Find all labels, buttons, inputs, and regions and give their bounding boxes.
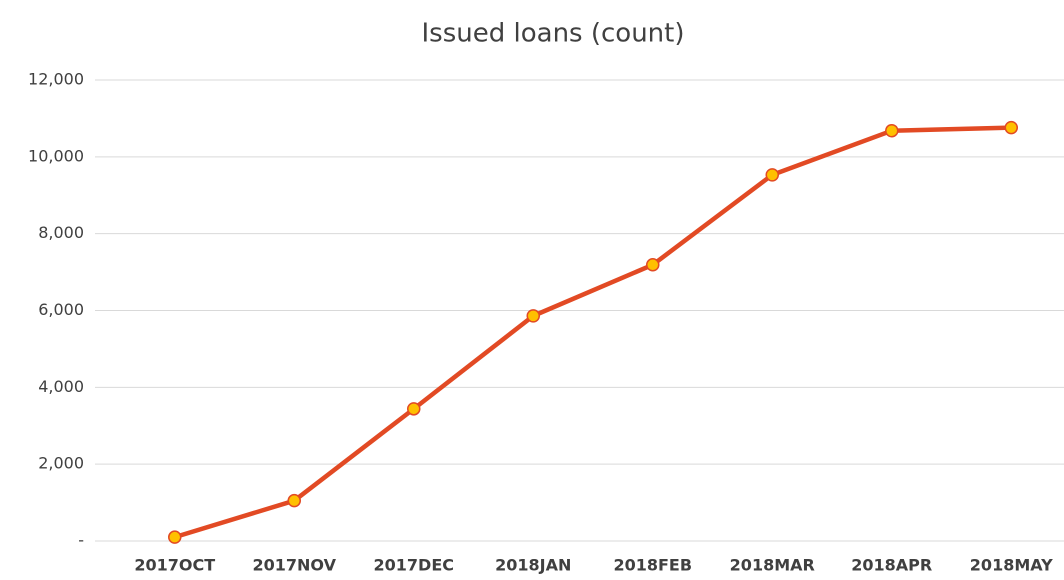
x-tick-label: 2018JAN: [495, 556, 571, 575]
x-tick-label: 2018APR: [851, 556, 932, 575]
y-tick-label: 8,000: [38, 223, 84, 242]
y-tick-label: 2,000: [38, 454, 84, 473]
data-point: [1004, 120, 1018, 135]
y-tick-label: 10,000: [28, 146, 84, 165]
data-point: [287, 493, 301, 508]
x-tick-label: 2017DEC: [374, 556, 454, 575]
data-point: [407, 402, 421, 416]
y-tick-label: -: [78, 531, 84, 550]
data-point: [168, 530, 182, 544]
x-tick-label: 2018FEB: [613, 556, 692, 575]
data-point: [646, 258, 660, 272]
x-tick-label: 2017NOV: [253, 556, 337, 575]
x-tick-label: 2018MAY: [970, 556, 1053, 575]
y-tick-label: 12,000: [28, 70, 84, 89]
data-point: [765, 168, 779, 182]
data-line: [174, 125, 1012, 540]
chart-title: Issued loans (count): [422, 19, 685, 49]
y-tick-label: 6,000: [38, 300, 84, 319]
x-tick-label: 2017OCT: [134, 556, 215, 575]
y-tick-label: 4,000: [38, 377, 84, 396]
data-point: [526, 309, 540, 323]
x-tick-label: 2018MAR: [730, 556, 815, 575]
data-point: [885, 123, 899, 138]
